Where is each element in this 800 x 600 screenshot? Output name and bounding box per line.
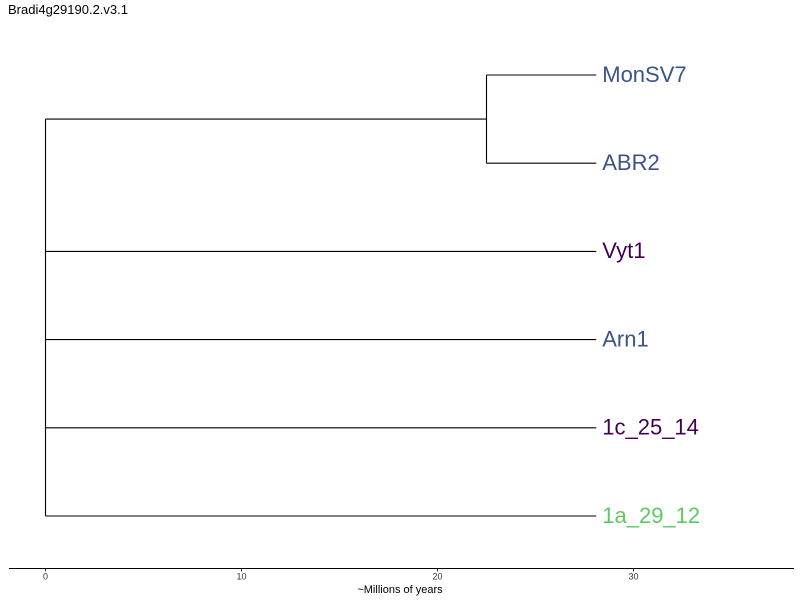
tip-labels: MonSV7 ABR2 Vyt1 Arn1 1c_25_14 1a_29_12 xyxy=(602,62,700,528)
x-tick-label: 20 xyxy=(432,572,442,582)
x-tick-label: 10 xyxy=(236,572,246,582)
x-axis-ticks: 0 10 20 30 xyxy=(43,568,639,582)
tip-label: MonSV7 xyxy=(602,62,686,87)
tip-label: Arn1 xyxy=(602,326,648,351)
tip-label: Vyt1 xyxy=(602,238,645,263)
tip-label: 1a_29_12 xyxy=(602,503,700,528)
x-axis-label: ~Millions of years xyxy=(357,584,443,596)
x-tick-label: 30 xyxy=(628,572,638,582)
tip-label: 1c_25_14 xyxy=(602,415,699,440)
tree-branches xyxy=(44,74,597,517)
tree-title: Bradi4g29190.2.v3.1 xyxy=(8,2,128,17)
x-tick-label: 0 xyxy=(43,572,48,582)
tip-label: ABR2 xyxy=(602,150,659,175)
x-axis: 0 10 20 30 ~Millions of years xyxy=(9,568,794,596)
